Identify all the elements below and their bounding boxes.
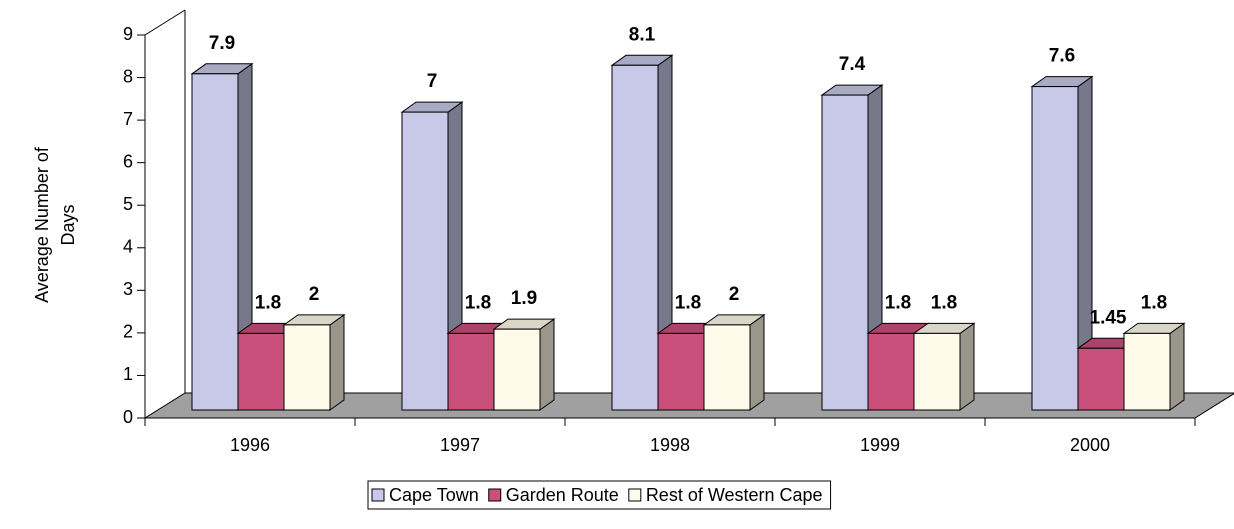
bar-side (749, 313, 765, 411)
legend-swatch (488, 488, 502, 502)
bar-front (283, 324, 331, 411)
bar-side (1169, 322, 1185, 411)
legend-frame (367, 480, 832, 510)
y-tick-label: 7 (123, 109, 133, 129)
y-tick-label: 1 (123, 364, 133, 384)
bar-front (237, 332, 285, 411)
value-label: 1.8 (675, 292, 701, 313)
bar-front (657, 332, 705, 411)
value-label: 2 (309, 284, 320, 305)
bar (656, 322, 720, 411)
legend-label: Cape Town (389, 485, 479, 505)
x-tick-label: 1999 (860, 435, 900, 455)
bar-front (191, 73, 239, 411)
bar (912, 322, 976, 411)
bar-side (329, 313, 345, 411)
back-wall-top (144, 9, 186, 36)
y-tick-label: 9 (123, 24, 133, 44)
value-label: 1.8 (255, 292, 281, 313)
y-tick-label: 0 (123, 407, 133, 427)
value-label: 2 (729, 284, 740, 305)
x-tick-label: 2000 (1070, 435, 1110, 455)
bar-front (401, 111, 449, 411)
bar (610, 54, 674, 411)
bar-front (913, 332, 961, 411)
legend-swatch (628, 488, 642, 502)
legend-swatch (371, 488, 385, 502)
y-tick-label: 5 (123, 194, 133, 214)
value-label: 7 (427, 71, 438, 92)
bar-front (1123, 332, 1171, 411)
value-label: 1.8 (931, 292, 957, 313)
value-label: 1.8 (885, 292, 911, 313)
bar-front (447, 332, 495, 411)
bar (702, 313, 766, 411)
value-label: 1.8 (1141, 292, 1167, 313)
bar-side (959, 322, 975, 411)
bar (190, 62, 254, 411)
y-tick-label: 4 (123, 237, 133, 257)
value-label: 7.4 (839, 54, 866, 75)
y-tick-label: 6 (123, 151, 133, 171)
x-tick-label: 1996 (230, 435, 270, 455)
x-tick-label: 1998 (650, 435, 690, 455)
value-label: 1.9 (511, 288, 537, 309)
bar (1122, 322, 1186, 411)
value-label: 1.45 (1090, 307, 1127, 328)
bar-front (1077, 347, 1125, 411)
y-axis-label: Average Number of Days (32, 146, 78, 303)
bar-front (1031, 86, 1079, 411)
bar-front (867, 332, 915, 411)
bar-front (493, 328, 541, 411)
bar (492, 318, 556, 411)
bar-side (539, 318, 555, 411)
value-label: 7.9 (209, 33, 235, 54)
value-label: 8.1 (629, 24, 656, 45)
legend: Cape Town Garden Route Rest of Western Cap… (367, 480, 832, 510)
bar-front (611, 64, 659, 411)
y-tick-label: 2 (123, 322, 133, 342)
bar (1030, 75, 1094, 411)
y-tick-label: 8 (123, 66, 133, 86)
y-axis-label-line: Average Number of (32, 146, 52, 303)
y-tick-label: 3 (123, 279, 133, 299)
bar-front (821, 94, 869, 411)
x-tick-label: 1997 (440, 435, 480, 455)
y-axis-label-line: Days (58, 204, 78, 245)
value-label: 1.8 (465, 292, 491, 313)
legend-label: Rest of Western Cape (646, 485, 823, 505)
bar-front (703, 324, 751, 411)
bar (282, 313, 346, 411)
value-label: 7.6 (1049, 46, 1075, 67)
legend-label: Garden Route (506, 485, 619, 505)
